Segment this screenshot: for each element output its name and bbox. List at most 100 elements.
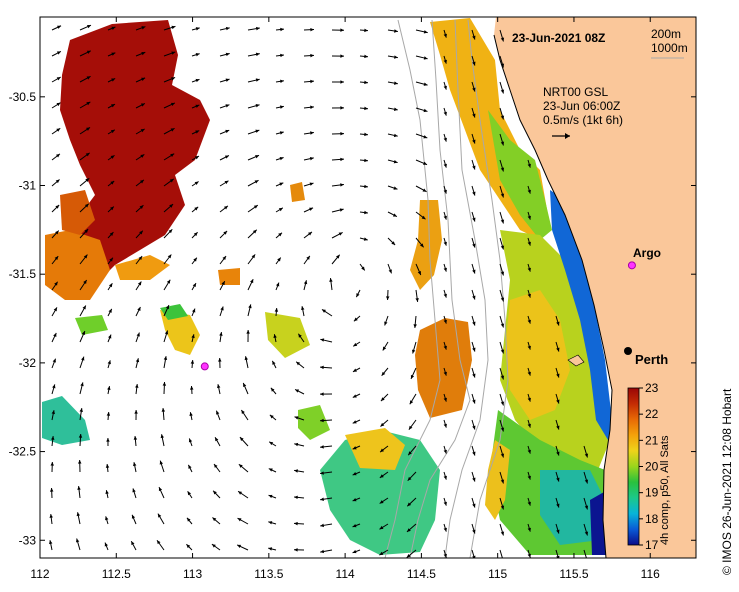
current-arrowhead: [339, 208, 344, 212]
current-arrowhead: [472, 139, 476, 144]
current-arrowhead: [56, 128, 61, 132]
current-arrowhead: [106, 412, 111, 416]
current-arrowhead: [279, 156, 284, 161]
current-arrowhead: [443, 215, 447, 220]
current-arrowhead: [500, 37, 505, 42]
current-arrowhead: [255, 26, 260, 31]
current-arrowhead: [388, 269, 392, 274]
current-arrowhead: [393, 186, 398, 190]
current-arrowhead: [51, 410, 55, 415]
current-arrowhead: [86, 50, 91, 54]
current-arrowhead: [280, 79, 284, 84]
current-arrowhead: [52, 358, 56, 363]
current-arrowhead: [298, 333, 302, 338]
current-arrowhead: [85, 152, 90, 157]
current-arrowhead: [107, 386, 111, 391]
current-arrowhead: [500, 349, 505, 354]
current-arrowhead: [255, 52, 260, 57]
lon-axis: 112 112.5 113 113.5 114 114.5 115 115.5 116: [30, 17, 660, 581]
current-arrowhead: [556, 373, 560, 378]
current-arrowhead: [408, 451, 412, 456]
current-arrowhead: [472, 191, 476, 196]
current-arrowhead: [224, 180, 229, 185]
current-arrowhead: [417, 271, 421, 276]
current-arrowhead: [111, 26, 116, 30]
current-arrowhead: [353, 317, 358, 322]
current-arrowhead: [84, 229, 89, 233]
lat-tick-label: -33: [19, 533, 37, 547]
current-arrowhead: [527, 397, 531, 402]
current-arrowhead: [301, 306, 305, 311]
lon-tick-label: 114.5: [407, 567, 436, 581]
current-arrowhead: [443, 85, 447, 90]
current-arrowhead: [294, 416, 299, 420]
current-arrowhead: [49, 540, 53, 545]
depth-legend-200m: 200m: [651, 27, 681, 41]
current-arrowhead: [108, 283, 113, 288]
current-arrowhead: [141, 77, 146, 81]
current-arrowhead: [239, 437, 244, 441]
current-arrowhead: [133, 436, 138, 440]
current-arrowhead: [76, 512, 81, 517]
current-arrowhead: [140, 179, 144, 184]
colorbar-tick-label: 20: [645, 460, 659, 474]
current-arrowhead: [340, 106, 344, 110]
colorbar-tick-label: 21: [645, 433, 659, 447]
current-arrowhead: [83, 280, 87, 284]
current-arrowhead: [243, 382, 247, 387]
current-arrowhead: [527, 267, 531, 272]
current-arrowhead: [166, 279, 171, 284]
sst-coastal-band-blue: [550, 190, 612, 440]
current-arrowhead: [238, 491, 243, 495]
current-arrowhead: [165, 305, 170, 310]
current-arrowhead: [83, 254, 88, 259]
current-arrowhead: [527, 345, 531, 350]
current-arrowhead: [51, 436, 55, 440]
current-arrowhead: [170, 153, 175, 158]
current-arrowhead: [443, 397, 447, 402]
current-arrowhead: [237, 518, 242, 522]
current-arrowhead: [50, 462, 54, 466]
current-arrowhead: [415, 298, 419, 302]
current-arrowhead: [393, 107, 398, 111]
current-arrowhead: [195, 53, 200, 57]
argo-marker: [200, 362, 209, 371]
current-arrowhead: [407, 476, 412, 481]
current-arrowhead: [244, 356, 248, 361]
coastline: [493, 34, 613, 558]
current-arrowhead: [527, 163, 531, 168]
current-arrowhead: [556, 529, 560, 534]
current-arrowhead: [224, 155, 229, 159]
current-arrowhead: [141, 51, 146, 56]
current-arrowhead: [186, 544, 191, 549]
current-arrowhead: [135, 358, 140, 363]
current-arrowhead: [340, 183, 344, 187]
current-arrowhead: [75, 538, 80, 543]
current-arrowhead: [135, 384, 139, 388]
current-arrowhead: [279, 105, 284, 109]
current-arrowhead: [527, 319, 531, 324]
depth-legend-1000m: 1000m: [651, 41, 688, 55]
current-arrow: [583, 549, 587, 558]
current-arrowhead: [353, 342, 358, 347]
current-arrowhead: [294, 521, 298, 526]
current-arrowhead: [393, 133, 398, 138]
current-arrowhead: [472, 113, 476, 118]
current-arrowhead: [443, 501, 447, 506]
current-arrowhead: [111, 52, 116, 56]
current-arrowhead: [364, 132, 368, 137]
current-arrowhead: [364, 210, 368, 215]
current-arrowhead: [423, 82, 428, 86]
current-arrowhead: [500, 453, 505, 458]
current-arrowhead: [194, 206, 199, 211]
current-arrowhead: [212, 517, 217, 522]
current-arrowhead: [195, 130, 200, 134]
current-arrowhead: [193, 232, 198, 237]
current-arrowhead: [106, 438, 110, 442]
current-arrowhead: [105, 490, 109, 495]
current-arrowhead: [443, 267, 447, 272]
current-arrowhead: [278, 232, 283, 237]
current-arrowhead: [86, 127, 91, 131]
sst-patch-center-yellow: [160, 310, 200, 355]
